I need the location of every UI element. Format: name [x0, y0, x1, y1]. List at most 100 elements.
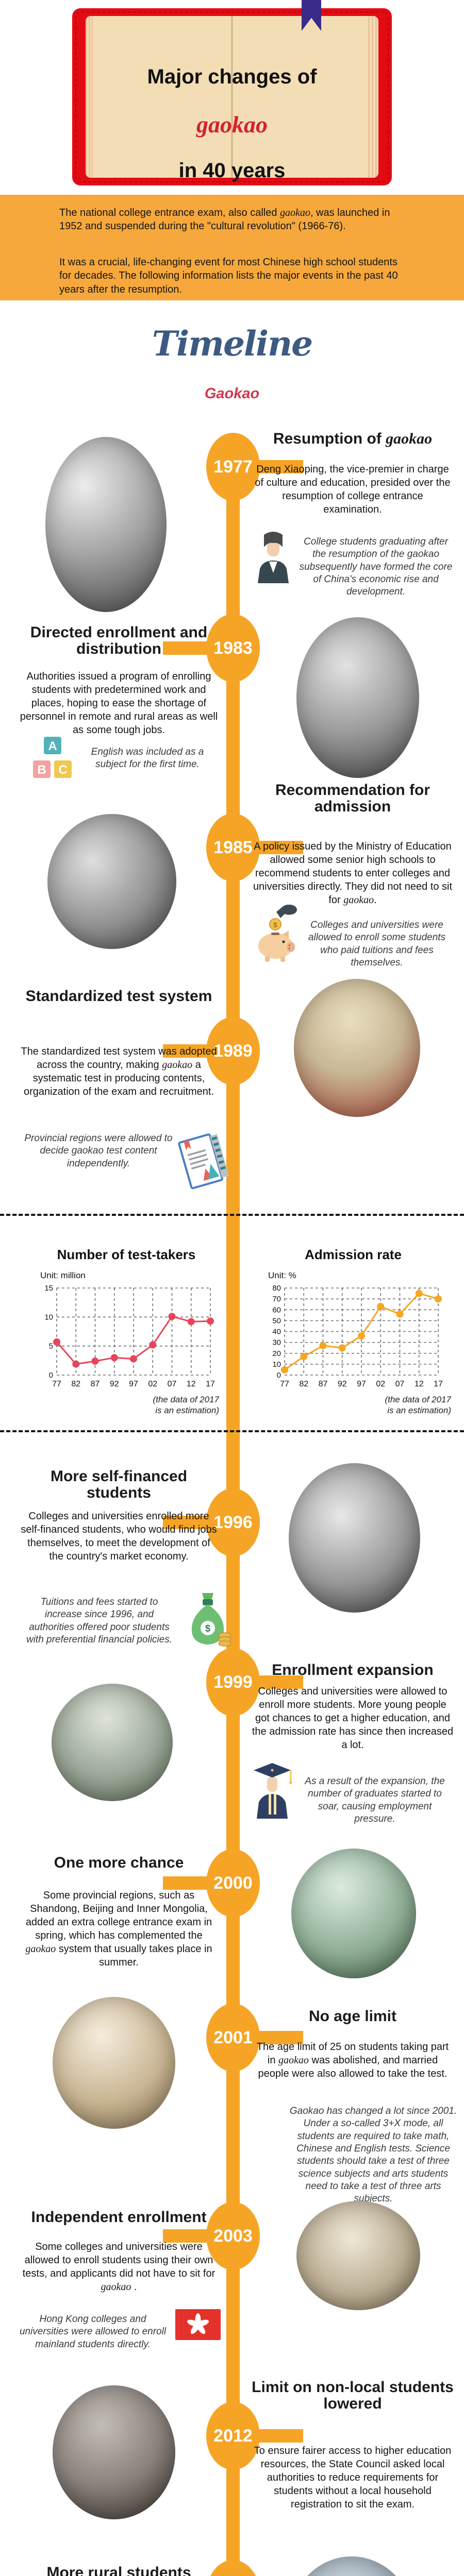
svg-text:87: 87: [319, 1380, 328, 1388]
section-note-2001: Gaokao has changed a lot since 2001. Und…: [289, 2106, 457, 2205]
money-bag-icon: $: [187, 1590, 233, 1650]
photo-1983-students: [296, 617, 419, 778]
svg-text:0: 0: [49, 1371, 53, 1380]
section-note-1985: Colleges and universities were allowed t…: [308, 920, 446, 968]
svg-text:B: B: [37, 763, 46, 777]
section-body-2012: To ensure fairer access to higher educat…: [254, 2445, 452, 2510]
intro-paragraph-2: It was a crucial, life-changing event fo…: [59, 257, 398, 295]
svg-text:$: $: [205, 1623, 210, 1634]
abc-blocks-icon: A B C: [30, 736, 75, 786]
hk-flag-icon: [175, 2309, 221, 2343]
connector-1989: [163, 1044, 209, 1058]
book-illustration: Major changes of Gaokao gaokao in 40 yea…: [72, 8, 392, 185]
svg-text:97: 97: [129, 1380, 138, 1388]
year-bubble-2001: 2001: [206, 2004, 260, 2072]
section-note-1977: College students graduating after the re…: [299, 536, 453, 598]
photo-2000-exam-check: [291, 1849, 416, 1978]
svg-text:10: 10: [272, 1360, 281, 1369]
photo-2001-elder-examinee: [53, 1997, 175, 2129]
book-pages: Major changes of Gaokao gaokao in 40 yea…: [86, 16, 378, 182]
year-bubble-1985: 1985: [206, 814, 260, 882]
svg-text:40: 40: [272, 1328, 281, 1336]
section-title-2003: Independent enrollment: [31, 2209, 207, 2226]
year-bubble-1996: 1996: [206, 1488, 260, 1556]
section-title-2001: No age limit: [308, 2008, 397, 2025]
svg-text:C: C: [58, 763, 67, 777]
dashed-divider-bottom: [0, 1430, 464, 1432]
section-title-1999: Enrollment expansion: [272, 1662, 434, 1679]
main-title-gaokao: gaokao: [196, 111, 268, 138]
svg-text:82: 82: [71, 1380, 80, 1388]
section-title-1989: Standardized test system: [25, 988, 212, 1005]
section-title-1996: More self-financed students: [50, 1468, 188, 1502]
svg-text:02: 02: [376, 1380, 385, 1388]
svg-text:07: 07: [168, 1380, 177, 1388]
svg-text:82: 82: [299, 1380, 308, 1388]
section-body-1983: Authorities issued a program of enrollin…: [20, 671, 218, 736]
test-takers-chart: 0 5 10 15 77 82 87 92 97 02 07 12 17: [44, 1284, 215, 1388]
svg-text:17: 17: [434, 1380, 443, 1388]
svg-text:17: 17: [206, 1380, 215, 1388]
svg-text:60: 60: [272, 1306, 281, 1314]
section-note-1983: English was included as a subject for th…: [91, 747, 204, 770]
svg-text:10: 10: [44, 1313, 53, 1321]
timeline-subtitle: Gaokao: [204, 385, 260, 402]
photo-2003-classroom: [296, 2201, 420, 2310]
connector-1985: [257, 841, 303, 854]
connector-2000: [163, 1876, 209, 1890]
year-label: 2001: [213, 2027, 253, 2047]
year-bubble-1999: 1999: [206, 1648, 260, 1716]
svg-text:A: A: [48, 739, 57, 753]
piggy-bank-icon: $: [253, 904, 300, 965]
svg-text:92: 92: [110, 1380, 119, 1388]
section-title-2015: More rural students: [46, 2564, 191, 2576]
year-label: 1983: [213, 638, 253, 658]
svg-text:5: 5: [49, 1342, 53, 1351]
section-body-1989: The standardized test system was adopted…: [21, 1046, 217, 1097]
connector-1977: [257, 460, 303, 473]
book-crease: [231, 16, 233, 178]
timeline-heading: Timeline: [152, 324, 313, 364]
svg-text:12: 12: [187, 1380, 196, 1388]
section-title-1977: Resumption of gaokao: [273, 430, 433, 447]
section-body-1985: A policy issued by the Ministry of Educa…: [253, 841, 453, 906]
main-title-line3: in 40 years: [178, 159, 286, 182]
year-label: 1977: [213, 456, 253, 477]
photo-1999-campus: [52, 1684, 173, 1801]
connector-1996: [163, 1516, 209, 1529]
connector-2012: [257, 2429, 303, 2443]
svg-text:50: 50: [272, 1316, 281, 1325]
year-label: 1996: [213, 1512, 253, 1532]
photo-2015-crowd: [288, 2556, 416, 2576]
connector-1983: [163, 641, 209, 655]
section-body-1999: Colleges and universities were allowed t…: [252, 1686, 454, 1751]
main-title-line1: Major changes of: [147, 65, 317, 88]
chart-caption-test-takers: (the data of 2017 is an estimation): [153, 1395, 219, 1416]
photo-1996-street: [289, 1463, 420, 1613]
svg-text:77: 77: [52, 1380, 61, 1388]
chart-unit-test-takers: Unit: million: [40, 1270, 86, 1280]
svg-text:15: 15: [44, 1284, 53, 1293]
svg-text:07: 07: [395, 1380, 405, 1388]
dashed-divider-top: [0, 1214, 464, 1216]
svg-text:0: 0: [277, 1371, 281, 1380]
connector-2003: [163, 2229, 209, 2243]
section-title-1985: Recommendation for admission: [275, 782, 430, 816]
year-label: 2000: [213, 1873, 253, 1893]
section-title-2000: One more chance: [54, 1854, 184, 1871]
section-body-1996: Colleges and universities enrolled more …: [21, 1511, 217, 1562]
svg-text:92: 92: [338, 1380, 347, 1388]
svg-text:30: 30: [272, 1338, 281, 1347]
chart-unit-admission: Unit: %: [268, 1270, 296, 1280]
svg-text:20: 20: [272, 1349, 281, 1358]
svg-text:97: 97: [357, 1380, 366, 1388]
svg-text:70: 70: [272, 1295, 281, 1303]
svg-text:77: 77: [280, 1380, 289, 1388]
graduate-icon: [252, 1761, 293, 1822]
section-note-1989: Provincial regions were allowed to decid…: [24, 1133, 173, 1169]
section-note-2003: Hong Kong colleges and universities were…: [19, 2314, 167, 2350]
connector-1999: [257, 1675, 303, 1689]
page-edge-left: [86, 16, 93, 178]
chart-caption-admission: (the data of 2017 is an estimation): [385, 1395, 451, 1416]
